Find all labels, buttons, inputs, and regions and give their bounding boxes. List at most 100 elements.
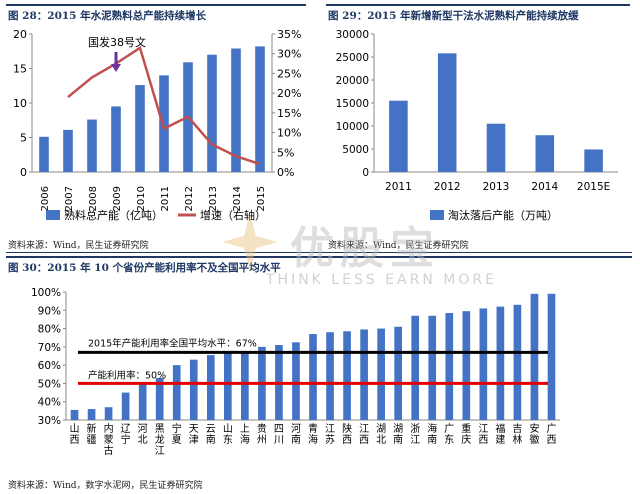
fig30-xtick-char: 西 [478,435,488,446]
fig30-xtick-char: 河 [138,423,148,435]
fig28-title: 图 28：2015 年水泥熟料总产能持续增长 [8,10,207,22]
fig30-xtick-char: 南 [291,433,301,446]
fig28-bar [159,75,169,172]
fig30-xtick-char: 宁 [172,422,182,435]
fig29-bar [389,100,408,172]
fig30-xtick-char: 古 [104,444,114,457]
fig28-chart: 0 5 10 15 20 0% 5% 10% 15% 20% 25% 30% 35% 2006 2007 20… [13,28,301,222]
fig30-xtick-char: 西 [359,435,369,446]
fig30-xtick-char: 河 [291,423,301,435]
fig30-xtick-char: 新 [87,422,97,435]
fig28-legend-swatch-bar [46,210,60,220]
fig28-xtick-label: 2006 [40,186,51,211]
fig30-xtick-char: 浙 [410,423,420,435]
fig30-ytick-label: 80% [38,324,61,336]
fig30-ytick-label: 60% [38,360,61,372]
fig30-bar [530,293,539,420]
fig30-xtick-char: 南 [393,433,403,446]
fig30-bar [445,313,454,420]
fig30-xtick-char: 南 [206,433,216,446]
fig30-xtick-char: 江 [325,423,335,435]
fig30-xtick-char: 山 [70,423,80,435]
fig29-xtick-label: 2013 [483,181,510,193]
fig30-xtick-char: 北 [138,434,148,446]
fig30-xtick-char: 西 [70,435,80,446]
fig29-bar [535,135,555,172]
fig28-ytick-right-label: 5% [277,146,294,159]
fig28-xtick-label: 2014 [232,186,243,211]
fig29-bar [437,53,457,172]
fig30-bar [428,315,437,420]
fig30-ytick-label: 70% [38,342,61,354]
fig30-bar [241,351,249,420]
fig30-xtick-char: 上 [240,423,250,435]
fig30-ytick-label: 90% [38,305,61,317]
fig30-xtick-char: 江 [410,434,420,446]
fig30-bar [360,329,368,420]
fig28-legend-bar: 熟料总产能（亿吨） [64,208,163,222]
fig28-ytick-right-label: 30% [277,48,301,61]
fig30-xtick-char: 夏 [172,434,182,446]
fig30-xtick-char: 湖 [393,423,403,435]
fig28-ytick-label: 10 [13,97,27,110]
fig29-xtick-label: 2014 [531,181,558,193]
fig28-annotation-arrowhead [111,64,121,72]
fig30-title: 图 30：2015 年 10 个省份产能利用率不及全国平均水平 [8,262,281,274]
fig28-ytick-label: 20 [13,28,27,41]
fig30-xtick-char: 广 [546,423,556,435]
fig30-xtick-char: 津 [189,434,199,446]
fig30-bar [547,293,556,420]
fig28-xtick-label: 2007 [64,186,75,211]
fig28-ytick-right-label: 35% [277,28,301,41]
fig29-ytick-label: 10000 [336,121,369,133]
fig30-bar [462,311,471,420]
fig28-xtick-label: 2013 [208,186,219,211]
fig29-legend-swatch [430,210,444,220]
fig29-xtick-label: 2011 [385,181,412,193]
fig30-xtick-char: 徽 [529,433,539,446]
fig28-bar [39,136,49,172]
fig28-xtick-label: 2010 [136,186,147,211]
fig28-bar [207,54,217,173]
fig29-title: 图 29：2015 年新增新型干法水泥熟料产能持续放缓 [328,10,579,22]
fig29-ytick-label: 0 [362,167,369,179]
fig30-xtick-char: 西 [342,435,352,446]
fig30-xtick-char: 江 [155,445,165,457]
fig30-ytick-label: 40% [38,397,61,409]
fig30-xtick-char: 重 [461,422,471,435]
fig30-xtick-char: 安 [529,422,539,435]
fig30-xtick-char: 青 [308,422,318,435]
fig30-bar [104,407,113,420]
fig28-ytick-label: 0 [20,166,27,179]
fig29-ytick-label: 30000 [336,29,369,41]
fig30-xtick-char: 苏 [325,433,335,446]
fig29-bar [584,149,603,172]
fig28-xtick-label: 2012 [184,186,195,211]
fig30-xtick-char: 南 [427,433,437,446]
fig30-bar [155,377,164,420]
fig30-source: 资料来源：Wind，数字水泥网，民生证券研究院 [8,481,203,491]
fig28-annotation: 国发38号文 [88,35,146,49]
fig30-xtick-char: 西 [546,435,556,446]
fig29-ytick-label: 25000 [336,52,369,64]
fig28-xtick-label: 2008 [88,186,99,211]
fig30-bar [326,332,334,420]
fig28-bar [255,46,265,172]
fig29-ytick-label: 20000 [336,75,369,87]
fig28-ytick-right-label: 15% [277,107,301,120]
fig28-bar [63,129,73,172]
fig30-xtick-char: 天 [189,424,199,435]
fig30-xtick-char: 湖 [376,423,386,435]
fig30-xtick-char: 江 [359,423,369,435]
fig28-ytick-right-label: 10% [277,127,301,140]
fig28-ytick-right-label: 25% [277,67,301,80]
fig30-xtick-char: 贵 [257,422,267,435]
fig30-xtick-char: 州 [257,434,267,446]
fig30-ytick-label: 30% [38,415,61,427]
fig30-xtick-char: 云 [206,424,216,435]
fig28-bar [231,48,241,172]
fig30-bar [70,409,79,420]
fig28-legend-line: 增速（右轴） [200,208,266,222]
fig30-bar [292,342,300,420]
fig30-xtick-char: 吉 [512,423,522,435]
